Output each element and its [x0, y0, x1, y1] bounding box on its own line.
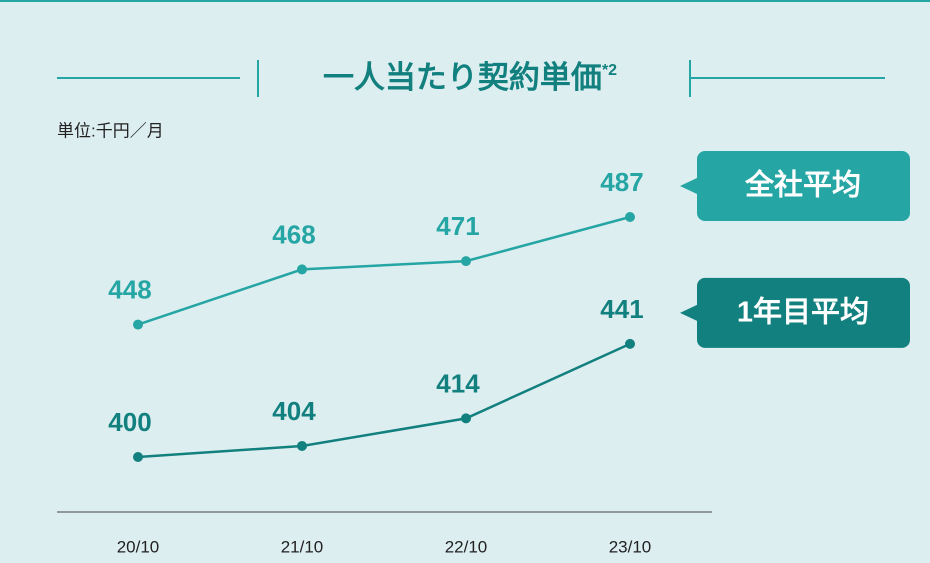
x-tick-label: 20/10 [117, 537, 160, 556]
data-label: 441 [600, 294, 643, 324]
top-border [0, 0, 930, 2]
legend-box [697, 151, 910, 221]
data-point [461, 413, 471, 424]
data-label: 448 [108, 274, 151, 304]
data-label: 404 [272, 396, 316, 426]
data-label: 471 [436, 211, 479, 241]
x-tick-label: 22/10 [445, 537, 488, 556]
data-label: 400 [108, 407, 151, 437]
data-point [625, 338, 635, 349]
series-line [137, 342, 631, 459]
legend-label: 1年目平均 [737, 295, 869, 329]
title-superscript: *2 [602, 62, 617, 79]
x-tick-label: 23/10 [609, 537, 652, 556]
chart-title: 一人当たり契約単価 [323, 60, 602, 95]
legend-label: 全社平均 [744, 168, 861, 202]
series-line [137, 215, 631, 326]
data-label: 414 [436, 368, 480, 398]
legend-pointer [680, 178, 697, 194]
data-point [461, 256, 471, 267]
unit-label: 単位:千円／月 [57, 121, 164, 140]
legend-pointer [680, 304, 697, 321]
data-label: 468 [272, 219, 315, 249]
data-label: 487 [600, 167, 643, 197]
legend-box [697, 277, 910, 348]
x-tick-label: 21/10 [281, 537, 324, 556]
data-point [133, 319, 143, 330]
data-point [297, 264, 307, 275]
data-point [297, 440, 307, 451]
data-point [625, 212, 635, 222]
chart-title-group: 一人当たり契約単価*2 [323, 60, 617, 95]
data-point [133, 452, 143, 462]
